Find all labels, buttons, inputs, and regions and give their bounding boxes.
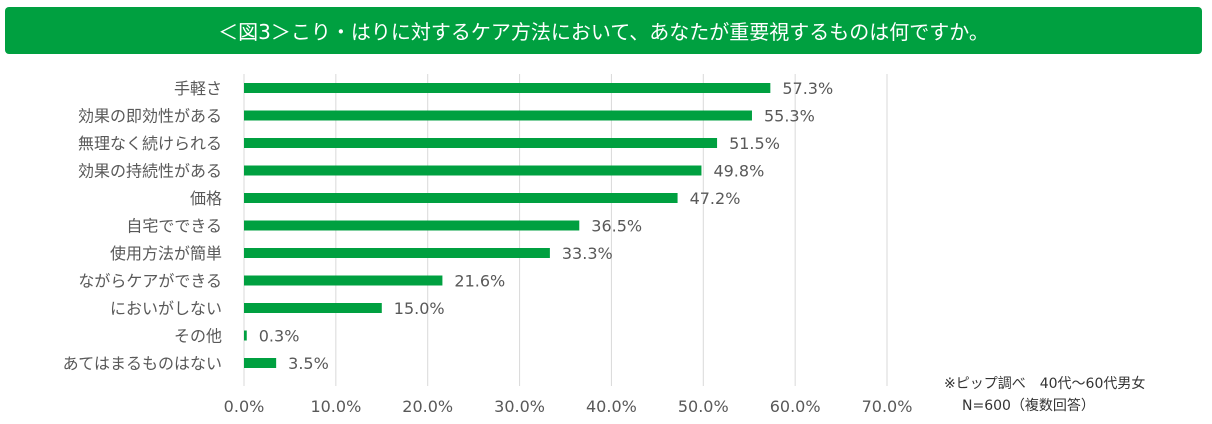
data-label: 33.3% xyxy=(562,244,613,263)
bar xyxy=(244,193,678,203)
data-label: 57.3% xyxy=(782,79,833,98)
bar xyxy=(244,138,718,148)
data-label: 49.8% xyxy=(713,162,764,181)
category-label: 自宅でできる xyxy=(126,217,222,236)
chart-title: ＜図3＞こり・はりに対するケア方法において、あなたが重要視するものは何ですか。 xyxy=(5,7,1202,54)
data-label: 15.0% xyxy=(394,299,445,318)
category-label: においがしない xyxy=(110,299,222,318)
bar xyxy=(244,165,702,176)
data-label: 47.2% xyxy=(690,189,741,208)
category-label: 価格 xyxy=(190,189,222,208)
data-label: 0.3% xyxy=(259,327,300,346)
data-label: 51.5% xyxy=(729,134,780,153)
category-label: その他 xyxy=(174,327,222,346)
bar xyxy=(244,220,580,231)
category-label: あてはまるものはない xyxy=(63,354,222,373)
x-tick-label: 10.0% xyxy=(310,397,361,416)
x-tick-label: 50.0% xyxy=(678,397,729,416)
category-label: 手軽さ xyxy=(174,79,222,98)
category-label: 無理なく続けられる xyxy=(78,134,222,153)
data-label: 3.5% xyxy=(288,354,329,373)
x-tick-label: 70.0% xyxy=(862,397,913,416)
category-label: 使用方法が簡単 xyxy=(110,244,222,263)
data-label: 55.3% xyxy=(764,107,815,126)
data-label: 36.5% xyxy=(591,217,642,236)
data-label: 21.6% xyxy=(454,272,505,291)
bar xyxy=(244,275,443,286)
bar xyxy=(244,358,277,368)
x-tick-label: 20.0% xyxy=(402,397,453,416)
x-tick-label: 0.0% xyxy=(224,397,265,416)
bar xyxy=(244,330,247,341)
bar xyxy=(244,248,550,258)
bar xyxy=(244,303,382,313)
sample-note: N=600（複数回答） xyxy=(962,398,1095,414)
source-note: ※ピップ調べ 40代～60代男女 xyxy=(944,376,1146,392)
x-tick-label: 40.0% xyxy=(586,397,637,416)
bar xyxy=(244,110,752,121)
x-tick-label: 60.0% xyxy=(770,397,821,416)
category-label: 効果の即効性がある xyxy=(78,107,222,126)
category-label: ながらケアができる xyxy=(78,272,222,291)
bar xyxy=(244,83,771,93)
x-tick-label: 30.0% xyxy=(494,397,545,416)
category-label: 効果の持続性がある xyxy=(78,162,222,181)
